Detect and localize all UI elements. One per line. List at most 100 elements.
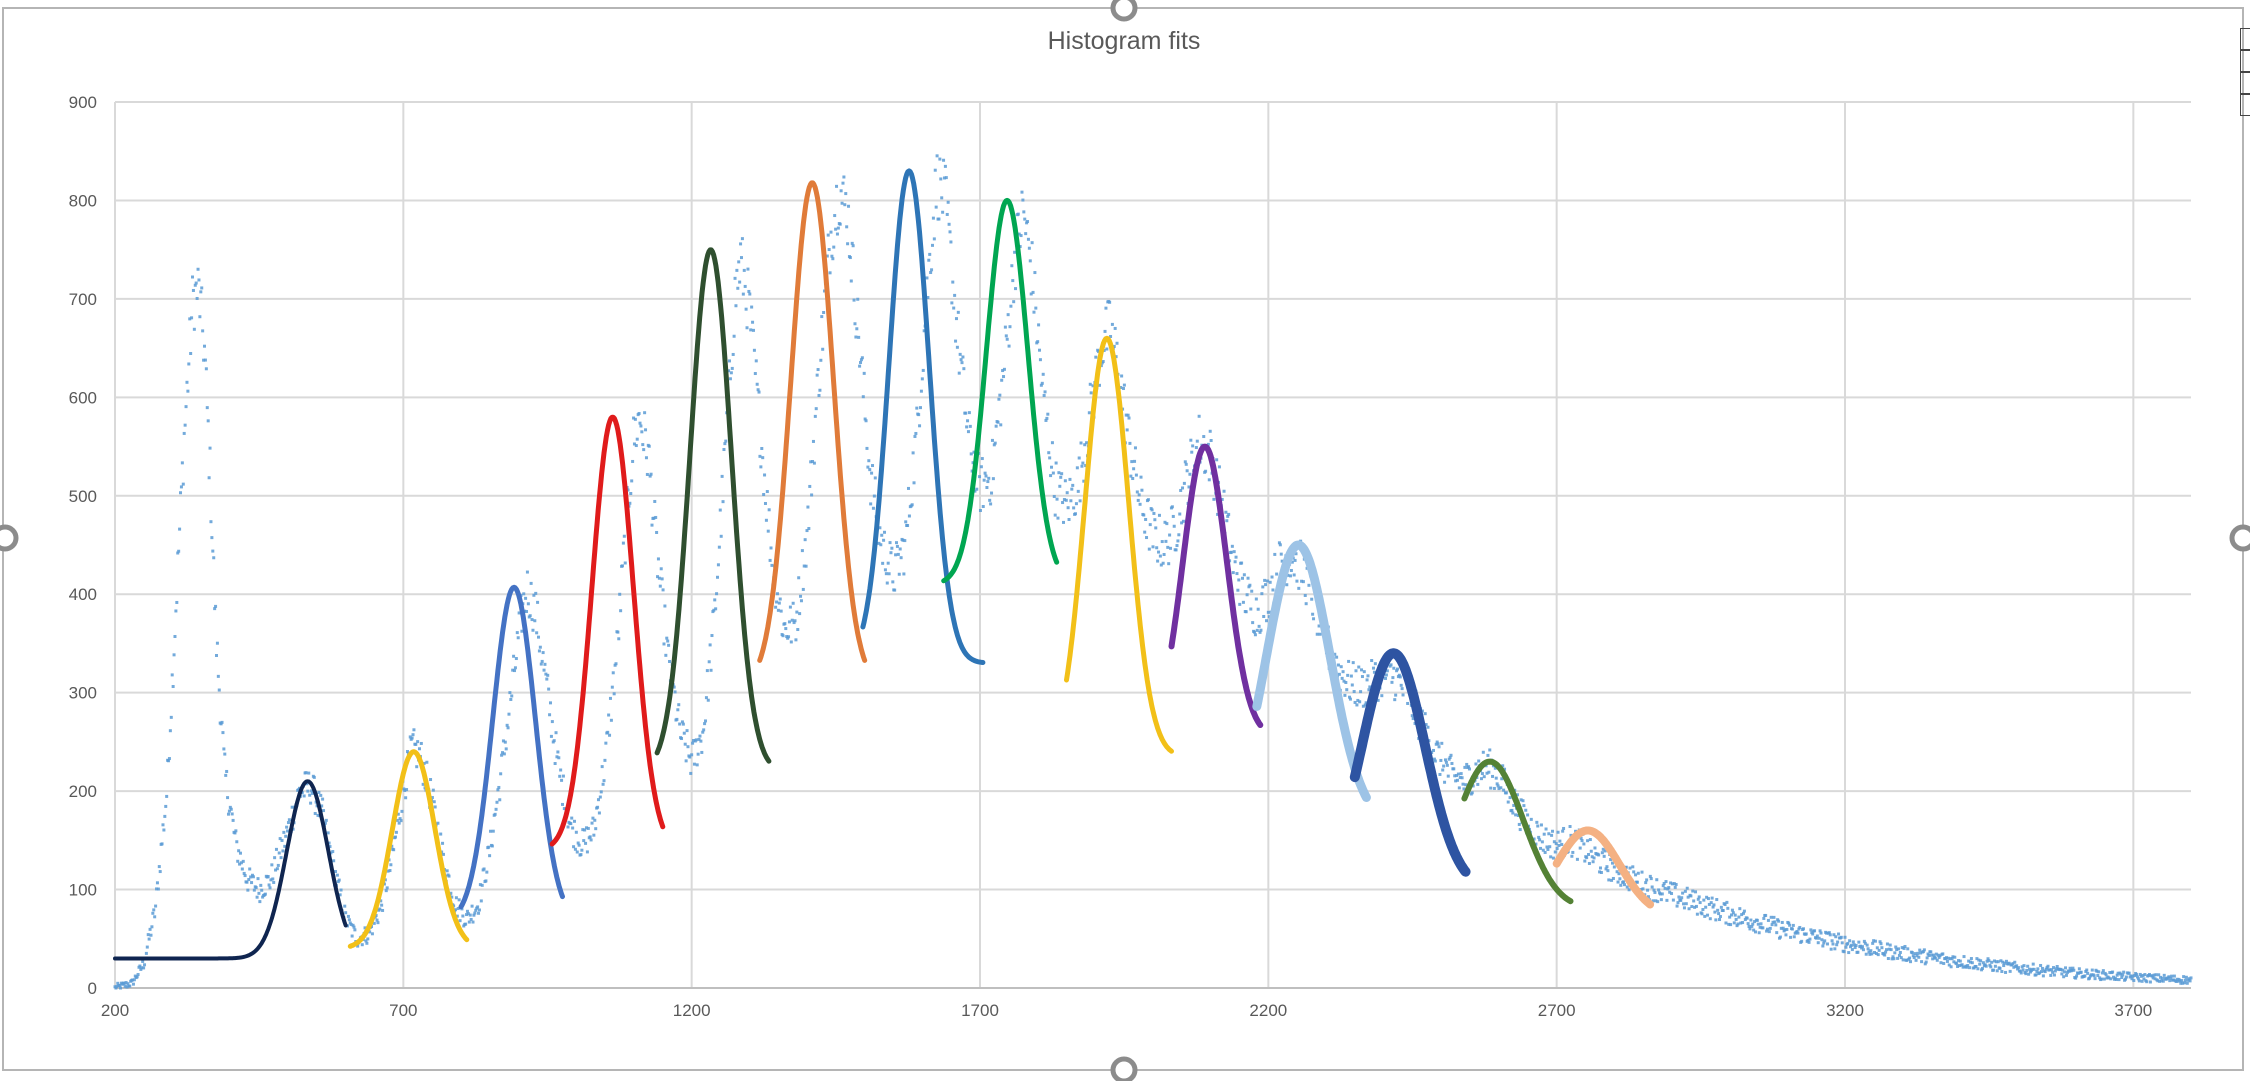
histogram-point bbox=[251, 875, 255, 879]
histogram-point bbox=[716, 575, 720, 579]
histogram-point bbox=[464, 922, 468, 926]
histogram-point bbox=[840, 201, 844, 205]
histogram-point bbox=[1974, 964, 1978, 968]
histogram-point bbox=[762, 493, 766, 497]
histogram-point bbox=[1901, 958, 1905, 962]
histogram-point bbox=[1570, 854, 1574, 858]
histogram-point bbox=[180, 461, 184, 465]
histogram-point bbox=[277, 851, 281, 855]
histogram-point bbox=[1450, 761, 1454, 765]
histogram-point bbox=[2055, 965, 2059, 969]
histogram-point bbox=[1077, 456, 1081, 460]
histogram-point bbox=[1944, 956, 1948, 960]
histogram-point bbox=[530, 618, 534, 622]
histogram-point bbox=[287, 818, 291, 822]
y-tick-label: 500 bbox=[69, 487, 97, 506]
histogram-point bbox=[775, 600, 779, 604]
histogram-point bbox=[653, 499, 657, 503]
histogram-point bbox=[890, 546, 894, 550]
histogram-point bbox=[953, 293, 957, 297]
histogram-point bbox=[231, 818, 235, 822]
histogram-point bbox=[392, 848, 396, 852]
histogram-point bbox=[2101, 969, 2105, 973]
histogram-point bbox=[1097, 383, 1101, 387]
histogram-point bbox=[175, 600, 179, 604]
histogram-point bbox=[128, 984, 132, 988]
histogram-point bbox=[1579, 836, 1583, 840]
histogram-point bbox=[1295, 579, 1299, 583]
histogram-point bbox=[1216, 512, 1220, 516]
resize-handle-top[interactable] bbox=[1110, 0, 1138, 22]
histogram-point bbox=[316, 813, 320, 817]
histogram-point bbox=[694, 738, 698, 742]
histogram-point bbox=[789, 640, 793, 644]
histogram-point bbox=[1515, 793, 1519, 797]
histogram-point bbox=[2175, 977, 2179, 981]
histogram-point bbox=[851, 244, 855, 248]
histogram-point bbox=[209, 520, 213, 524]
histogram-point bbox=[2114, 977, 2118, 981]
histogram-point bbox=[1062, 520, 1066, 524]
histogram-point bbox=[1635, 880, 1639, 884]
histogram-point bbox=[1885, 942, 1889, 946]
histogram-point bbox=[119, 986, 123, 990]
histogram-point bbox=[348, 921, 352, 925]
histogram-point bbox=[835, 184, 839, 188]
histogram-point bbox=[665, 636, 669, 640]
histogram-point bbox=[1984, 964, 1988, 968]
histogram-point bbox=[142, 966, 146, 970]
histogram-point bbox=[514, 657, 518, 661]
histogram-point bbox=[1357, 665, 1361, 669]
histogram-point bbox=[1976, 967, 1980, 971]
histogram-point bbox=[844, 192, 848, 196]
histogram-point bbox=[2054, 967, 2058, 971]
histogram-point bbox=[275, 867, 279, 871]
histogram-point bbox=[813, 414, 817, 418]
histogram-point bbox=[2040, 970, 2044, 974]
histogram-point bbox=[1686, 895, 1690, 899]
histogram-point bbox=[1653, 890, 1657, 894]
histogram-point bbox=[1651, 899, 1655, 903]
histogram-point bbox=[337, 878, 341, 882]
histogram-point bbox=[2038, 971, 2042, 975]
resize-handle-right[interactable] bbox=[2229, 524, 2250, 552]
histogram-point bbox=[544, 672, 548, 676]
histogram-point bbox=[1467, 765, 1471, 769]
histogram-point bbox=[1137, 493, 1141, 497]
histogram-point bbox=[1743, 918, 1747, 922]
histogram-point bbox=[1775, 931, 1779, 935]
histogram-point bbox=[161, 823, 165, 827]
resize-handle-bottom[interactable] bbox=[1110, 1056, 1138, 1081]
histogram-point bbox=[1820, 938, 1824, 942]
histogram-point bbox=[1765, 929, 1769, 933]
histogram-point bbox=[214, 654, 218, 658]
histogram-point bbox=[1580, 839, 1584, 843]
histogram-point bbox=[574, 830, 578, 834]
histogram-point bbox=[918, 406, 922, 410]
histogram-point bbox=[623, 561, 627, 565]
histogram-point bbox=[1036, 340, 1040, 344]
histogram-point bbox=[1781, 926, 1785, 930]
histogram-point bbox=[1863, 941, 1867, 945]
histogram-point bbox=[714, 607, 718, 611]
histogram-point bbox=[356, 944, 360, 948]
histogram-point bbox=[504, 747, 508, 751]
histogram-point bbox=[988, 498, 992, 502]
histogram-point bbox=[1516, 814, 1520, 818]
histogram-point bbox=[1492, 786, 1496, 790]
histogram-point bbox=[684, 759, 688, 763]
histogram-point bbox=[785, 635, 789, 639]
resize-handle-left[interactable] bbox=[0, 524, 19, 552]
histogram-point bbox=[1443, 758, 1447, 762]
histogram-point bbox=[201, 329, 205, 333]
histogram-point bbox=[657, 576, 661, 580]
chart-area-border bbox=[2, 7, 2244, 1071]
histogram-point bbox=[213, 607, 217, 611]
histogram-point bbox=[1190, 450, 1194, 454]
histogram-point bbox=[1610, 878, 1614, 882]
histogram-point bbox=[2085, 968, 2089, 972]
histogram-point bbox=[705, 669, 709, 673]
histogram-point bbox=[1655, 878, 1659, 882]
histogram-point bbox=[191, 288, 195, 292]
